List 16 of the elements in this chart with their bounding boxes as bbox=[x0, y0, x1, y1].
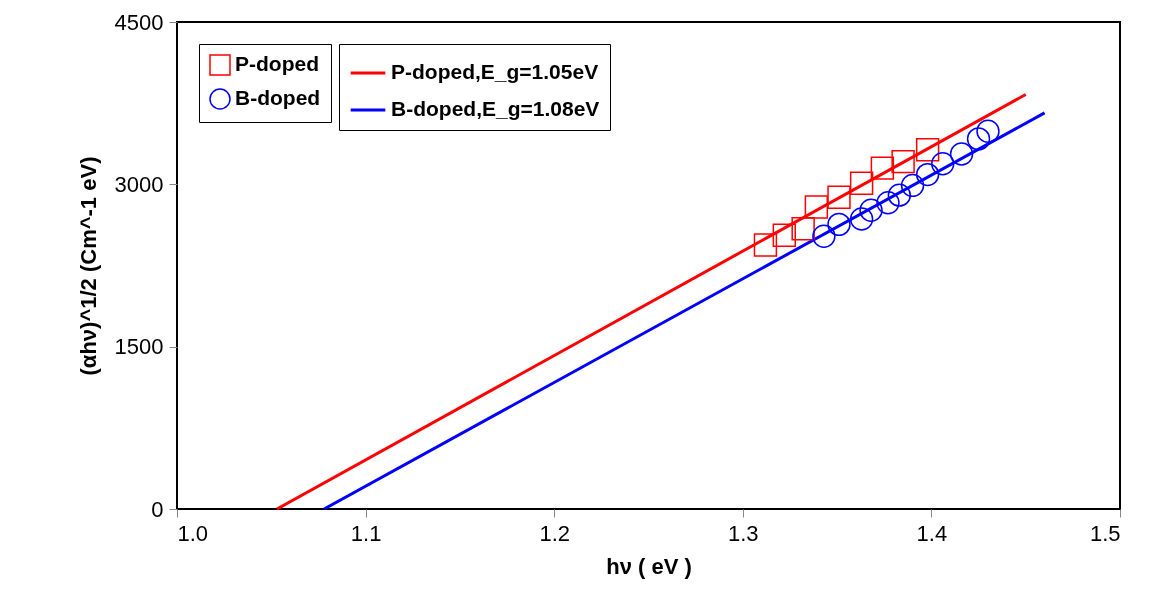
legend-label: B-doped bbox=[235, 86, 321, 109]
legend-label: P-doped,E_g=1.05eV bbox=[391, 60, 599, 83]
legend-label: P-doped bbox=[235, 52, 319, 75]
x-tick-label: 1.3 bbox=[728, 520, 759, 546]
y-tick-label: 4500 bbox=[114, 9, 164, 35]
legend-label: B-doped,E_g=1.08eV bbox=[391, 97, 600, 120]
y-tick-label: 1500 bbox=[114, 334, 164, 360]
x-tick-label: 1.5 bbox=[1089, 520, 1121, 546]
x-axis-title: hν ( eV ) bbox=[606, 553, 692, 579]
x-tick-label: 1.1 bbox=[350, 520, 382, 546]
x-tick-label: 1.2 bbox=[539, 520, 570, 546]
y-axis-title: (αhν)^1/2 (Cm^-1 eV) bbox=[75, 156, 101, 376]
x-tick-label: 1.0 bbox=[177, 520, 209, 546]
x-tick-label: 1.4 bbox=[916, 520, 948, 546]
y-tick-label: 3000 bbox=[114, 171, 164, 197]
y-tick-label: 0 bbox=[151, 496, 164, 522]
